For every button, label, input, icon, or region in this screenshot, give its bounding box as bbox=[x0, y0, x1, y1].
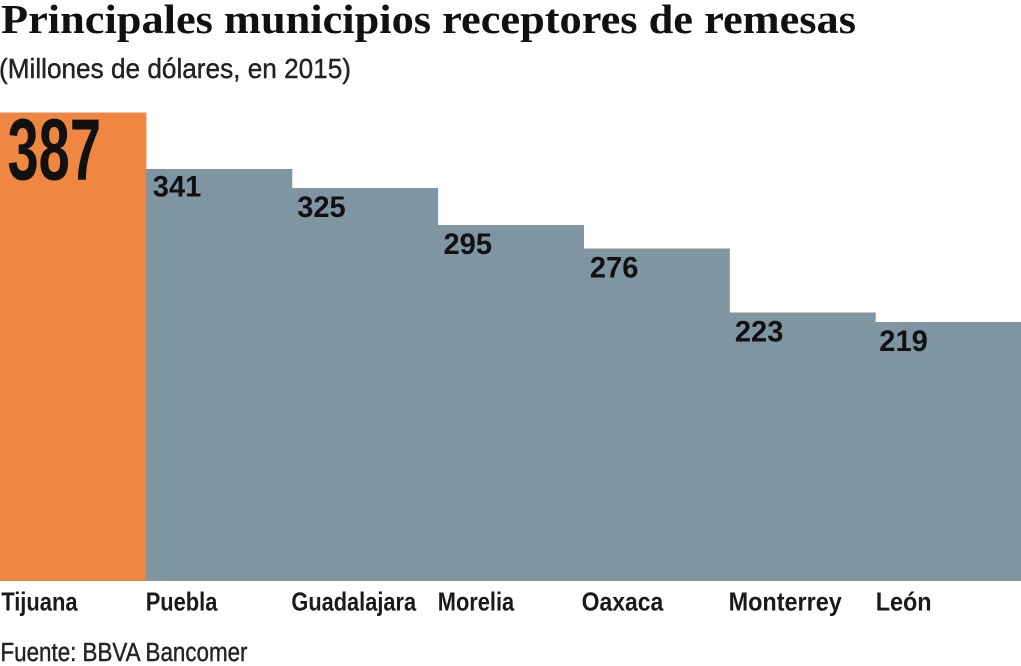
svg-text:219: 219 bbox=[879, 325, 928, 358]
svg-text:276: 276 bbox=[590, 252, 639, 285]
svg-text:387: 387 bbox=[8, 101, 102, 198]
svg-text:Guadalajara: Guadalajara bbox=[291, 588, 416, 616]
svg-text:Oaxaca: Oaxaca bbox=[582, 588, 664, 616]
svg-text:Principales municipios recepto: Principales municipios receptores de rem… bbox=[1, 0, 856, 42]
svg-text:León: León bbox=[876, 588, 932, 616]
svg-text:Morelia: Morelia bbox=[438, 588, 515, 616]
svg-text:(Millones de dólares, en 2015): (Millones de dólares, en 2015) bbox=[0, 53, 351, 84]
svg-text:295: 295 bbox=[444, 228, 493, 261]
svg-text:Tijuana: Tijuana bbox=[1, 588, 78, 616]
svg-text:Puebla: Puebla bbox=[146, 588, 218, 616]
svg-text:Monterrey: Monterrey bbox=[729, 588, 843, 616]
svg-text:Fuente: BBVA Bancomer: Fuente: BBVA Bancomer bbox=[1, 637, 248, 666]
svg-text:325: 325 bbox=[297, 191, 346, 224]
svg-text:341: 341 bbox=[153, 171, 202, 204]
svg-text:223: 223 bbox=[735, 316, 784, 349]
